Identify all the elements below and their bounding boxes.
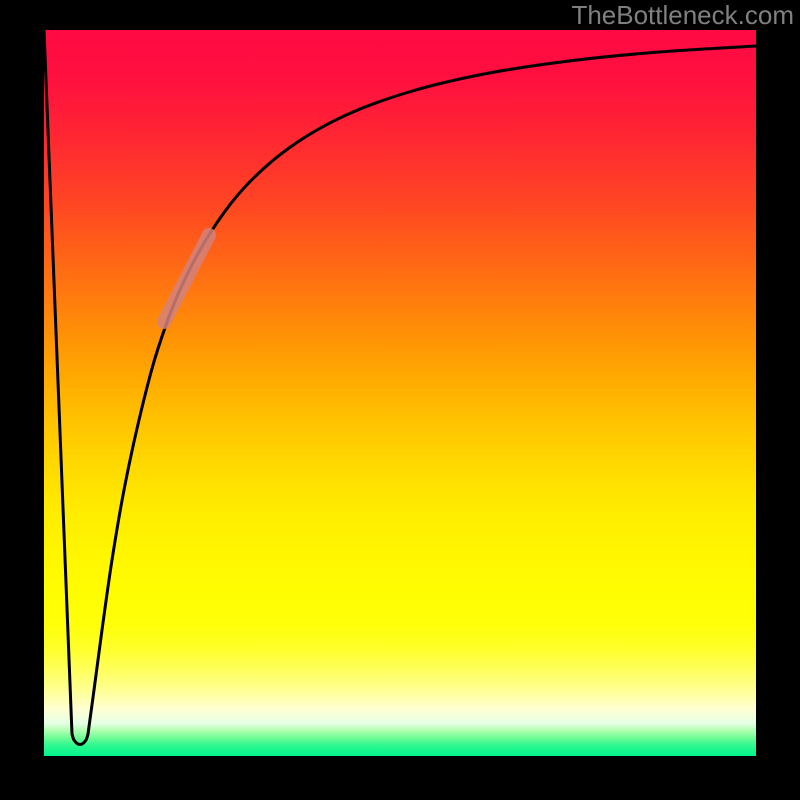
- chart-root: TheBottleneck.com: [0, 0, 800, 800]
- chart-svg: [0, 0, 800, 800]
- watermark-text: TheBottleneck.com: [571, 0, 794, 31]
- gradient-background: [44, 30, 756, 756]
